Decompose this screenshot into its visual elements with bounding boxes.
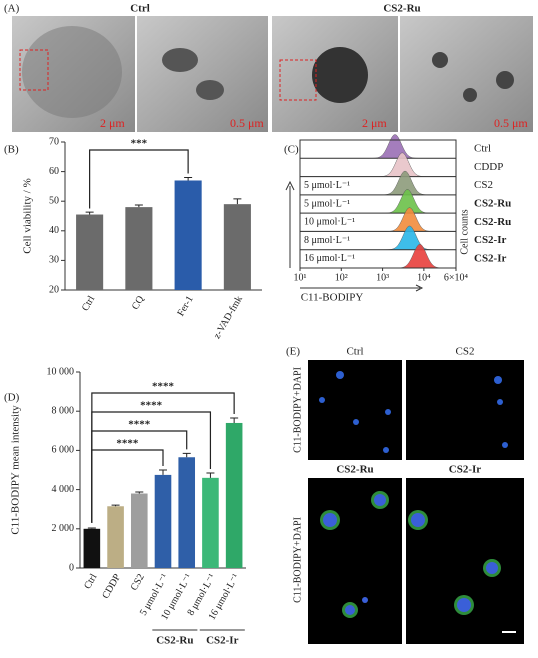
bar: [174, 180, 202, 290]
fluorescence-images: [308, 360, 524, 644]
scale-bar-label: 2 μm: [362, 116, 387, 130]
y-tick-label: 2 000: [52, 523, 75, 534]
y-axis-label: Cell viability / %: [22, 178, 34, 253]
y-tick-label: 60: [49, 166, 59, 177]
x-tick-label: 10³: [376, 272, 389, 283]
bar: [223, 204, 251, 290]
histogram: [300, 152, 456, 177]
x-tick-label: CDDP: [100, 572, 123, 601]
concentration-label: 8 μmol·L⁻¹: [304, 235, 350, 246]
y-axis-label: Cell counts: [459, 209, 470, 254]
bar: [225, 422, 243, 568]
significance-label: ****: [116, 438, 139, 450]
error-bar: [85, 211, 94, 215]
group-label: CS2-Ru: [156, 635, 193, 647]
error-bar: [134, 204, 143, 208]
panel-label: (E): [286, 346, 300, 358]
y-tick-label: 70: [49, 136, 59, 147]
series-label: CS2-Ru: [474, 198, 511, 210]
series-label: CS2: [474, 179, 493, 191]
bar: [202, 477, 219, 568]
panel-label: (A): [4, 3, 20, 15]
significance-label: ****: [140, 400, 163, 412]
series-label: CDDP: [474, 161, 503, 173]
y-tick-label: 10 000: [47, 366, 75, 377]
x-tick-label: CQ: [130, 293, 147, 311]
panel-label: (B): [4, 144, 19, 156]
series-label: Ctrl: [474, 143, 491, 155]
group-label: CS2-Ir: [206, 635, 239, 647]
image-title: Ctrl: [130, 3, 150, 15]
image-title: Ctrl: [346, 346, 363, 358]
bar: [154, 474, 172, 568]
x-tick-label: CS2: [129, 572, 147, 592]
x-tick-label: 10⁴: [417, 272, 431, 283]
x-tick-label: 6×10⁴: [444, 272, 469, 283]
x-tick-label: Ctrl: [82, 572, 99, 591]
significance-bracket: [91, 449, 164, 523]
bar: [125, 207, 153, 290]
image-y-label: C11-BODIPY+DAPI: [292, 517, 303, 603]
x-tick-label: z-VAD-fmk: [212, 294, 245, 341]
x-tick-label: 10¹: [294, 272, 307, 283]
significance-bracket: [91, 392, 235, 523]
arrow-head: [285, 180, 295, 191]
error-bar: [230, 417, 239, 423]
y-tick-label: 8 000: [52, 405, 75, 416]
error-bar: [111, 504, 120, 507]
em-images: [12, 16, 533, 132]
bar: [83, 528, 101, 568]
error-bar: [233, 198, 242, 205]
concentration-label: 16 μmol·L⁻¹: [304, 253, 355, 264]
scale-bar-label: 0.5 μm: [230, 116, 264, 130]
error-bar: [182, 452, 191, 458]
y-tick-label: 20: [49, 284, 59, 295]
concentration-label: 5 μmol·L⁻¹: [304, 180, 350, 191]
error-bar: [135, 491, 144, 494]
y-tick-label: 6 000: [52, 445, 75, 456]
panel-label: (D): [4, 392, 20, 404]
error-bar: [87, 527, 96, 529]
series-label: CS2-Ru: [474, 216, 511, 228]
y-tick-label: 0: [69, 562, 74, 573]
series-label: CS2-Ir: [474, 252, 507, 264]
y-tick-label: 4 000: [52, 484, 75, 495]
x-tick-label: Ctrl: [80, 294, 97, 313]
histogram: [299, 134, 457, 159]
y-tick-label: 40: [49, 225, 59, 236]
panel-label: (C): [284, 144, 299, 156]
x-tick-label: Fer-1: [175, 294, 195, 318]
image-y-label: C11-BODIPY+DAPI: [292, 367, 303, 453]
bar: [107, 506, 124, 568]
significance-label: ****: [128, 419, 151, 431]
scale-bar-label: 2 μm: [100, 116, 125, 130]
image-title: CS2-Ir: [449, 464, 482, 476]
plot-frame: [299, 139, 457, 269]
concentration-label: 5 μmol·L⁻¹: [304, 198, 350, 209]
error-bar: [206, 472, 215, 478]
significance-label: ****: [152, 381, 175, 393]
arrow-head: [415, 284, 424, 292]
concentration-label: 10 μmol·L⁻¹: [304, 217, 355, 228]
image-title: CS2-Ru: [383, 3, 420, 15]
scale-bar-label: 0.5 μm: [494, 116, 528, 130]
error-bar: [159, 469, 167, 475]
y-axis-label: C11-BODIPY mean intensity: [10, 405, 22, 535]
significance-bracket: [89, 149, 189, 209]
image-title: CS2-Ru: [336, 464, 373, 476]
bar: [130, 493, 148, 568]
series-label: CS2-Ir: [474, 234, 507, 246]
image-title: CS2: [456, 346, 475, 358]
bar: [76, 214, 104, 290]
y-tick-label: 30: [49, 255, 59, 266]
bar: [178, 457, 196, 568]
y-tick-label: 50: [49, 195, 59, 206]
significance-label: ***: [131, 138, 148, 150]
x-tick-label: 10²: [335, 272, 348, 283]
x-axis-label: C11-BODIPY: [301, 292, 364, 304]
error-bar: [184, 177, 193, 181]
